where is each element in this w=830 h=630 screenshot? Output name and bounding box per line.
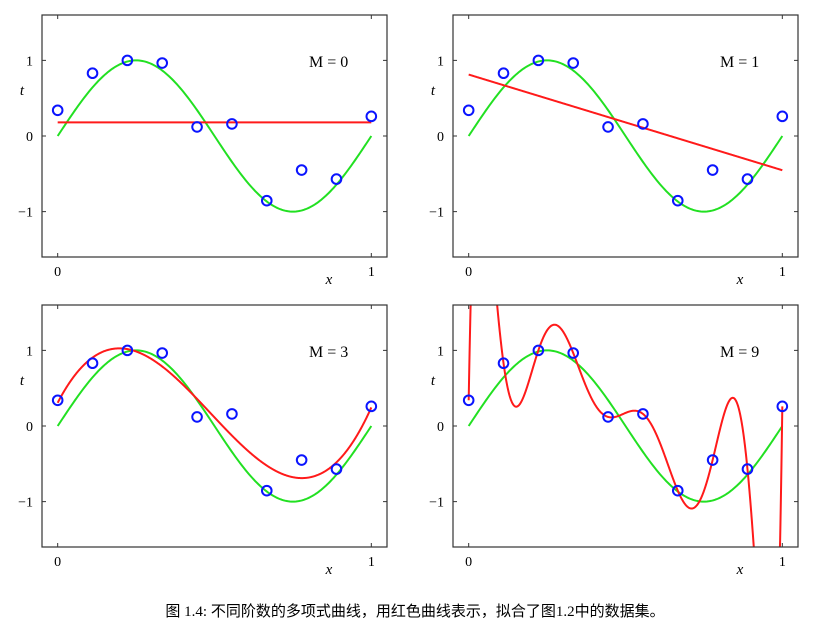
data-point	[706, 454, 719, 466]
y-tick-label: 1	[26, 54, 33, 69]
data-point	[462, 104, 475, 117]
data-point	[260, 194, 273, 207]
true-curve-sin	[56, 59, 373, 213]
plot-frame	[41, 14, 388, 258]
plot-frame	[452, 14, 799, 258]
data-point	[671, 484, 684, 497]
true-curve-sin	[467, 59, 784, 213]
data-point	[295, 164, 308, 176]
data-point	[295, 454, 308, 466]
plot-area	[56, 347, 373, 503]
y-axis-label: t	[20, 373, 25, 389]
y-tick-label: −1	[429, 206, 444, 221]
data-point	[226, 118, 238, 130]
y-axis-label: t	[20, 83, 25, 99]
y-tick-label: −1	[429, 496, 444, 511]
panel-m9: −1 0 1 0 1 x t M = 9	[429, 304, 799, 578]
data-point	[121, 344, 134, 357]
x-axis-label: x	[325, 272, 333, 288]
data-point	[462, 394, 475, 407]
y-tick-label: 0	[26, 130, 33, 145]
figure-caption: 图 1.4: 不同阶数的多项式曲线，用红色曲线表示，拟合了图1.2中的数据集。	[165, 604, 665, 620]
y-axis-label: t	[431, 373, 436, 389]
data-point	[497, 67, 510, 80]
plot-area	[467, 305, 784, 547]
y-tick-label: 1	[437, 344, 444, 359]
data-point	[497, 357, 510, 370]
x-axis-label: x	[325, 562, 333, 578]
plot-frame	[41, 304, 388, 548]
x-axis-label: x	[736, 272, 744, 288]
x-tick-label: 0	[465, 265, 472, 280]
data-point	[86, 357, 99, 370]
y-tick-label: 0	[437, 130, 444, 145]
data-point	[637, 408, 649, 420]
data-point	[776, 110, 789, 123]
data-point	[532, 54, 545, 67]
y-tick-label: −1	[18, 206, 33, 221]
x-tick-label: 0	[54, 265, 61, 280]
data-point	[121, 54, 134, 67]
y-tick-label: 1	[26, 344, 33, 359]
y-axis-label: t	[431, 83, 436, 99]
data-point	[776, 400, 789, 413]
polynomial-fit-curve	[56, 347, 373, 480]
y-tick-label: −1	[18, 496, 33, 511]
data-point	[191, 411, 203, 423]
model-order-label: M = 1	[720, 54, 759, 71]
true-curve-sin	[467, 349, 784, 503]
y-tick-label: 0	[26, 420, 33, 435]
data-point	[706, 164, 719, 176]
data-point	[532, 344, 545, 357]
model-order-label: M = 0	[309, 54, 348, 71]
x-axis-label: x	[736, 562, 744, 578]
x-tick-label: 1	[368, 265, 375, 280]
x-tick-label: 0	[465, 555, 472, 570]
data-point	[156, 347, 169, 359]
data-point	[330, 463, 343, 475]
panel-m3: −1 0 1 0 1 x t M = 3	[18, 304, 388, 578]
plot-frame	[452, 304, 799, 548]
data-point	[741, 463, 754, 475]
data-point	[51, 104, 64, 117]
x-tick-label: 1	[779, 265, 786, 280]
panel-m0: −1 0 1 0 1 x t M = 0	[18, 14, 388, 288]
true-curve-sin	[56, 349, 373, 503]
data-point	[602, 121, 614, 133]
data-point	[602, 411, 614, 423]
data-point	[741, 173, 754, 185]
x-tick-label: 1	[779, 555, 786, 570]
data-point	[365, 110, 378, 123]
polynomial-fit-curve	[468, 73, 783, 172]
data-point	[191, 121, 203, 133]
plot-area	[467, 59, 784, 213]
data-point	[671, 194, 684, 207]
x-tick-label: 0	[54, 555, 61, 570]
data-point	[365, 400, 378, 413]
model-order-label: M = 3	[309, 344, 348, 361]
data-point	[86, 67, 99, 80]
plot-area	[56, 59, 373, 213]
data-point	[156, 57, 169, 69]
data-point	[567, 347, 580, 359]
data-point	[637, 118, 649, 130]
y-tick-label: 0	[437, 420, 444, 435]
data-point	[51, 394, 64, 407]
panel-m1: −1 0 1 0 1 x t M = 1	[429, 14, 799, 288]
data-point	[567, 57, 580, 69]
data-point	[226, 408, 238, 420]
x-tick-label: 1	[368, 555, 375, 570]
polynomial-fit-curve	[467, 305, 784, 547]
data-point	[330, 173, 343, 185]
model-order-label: M = 9	[720, 344, 759, 361]
y-tick-label: 1	[437, 54, 444, 69]
data-point	[260, 484, 273, 497]
